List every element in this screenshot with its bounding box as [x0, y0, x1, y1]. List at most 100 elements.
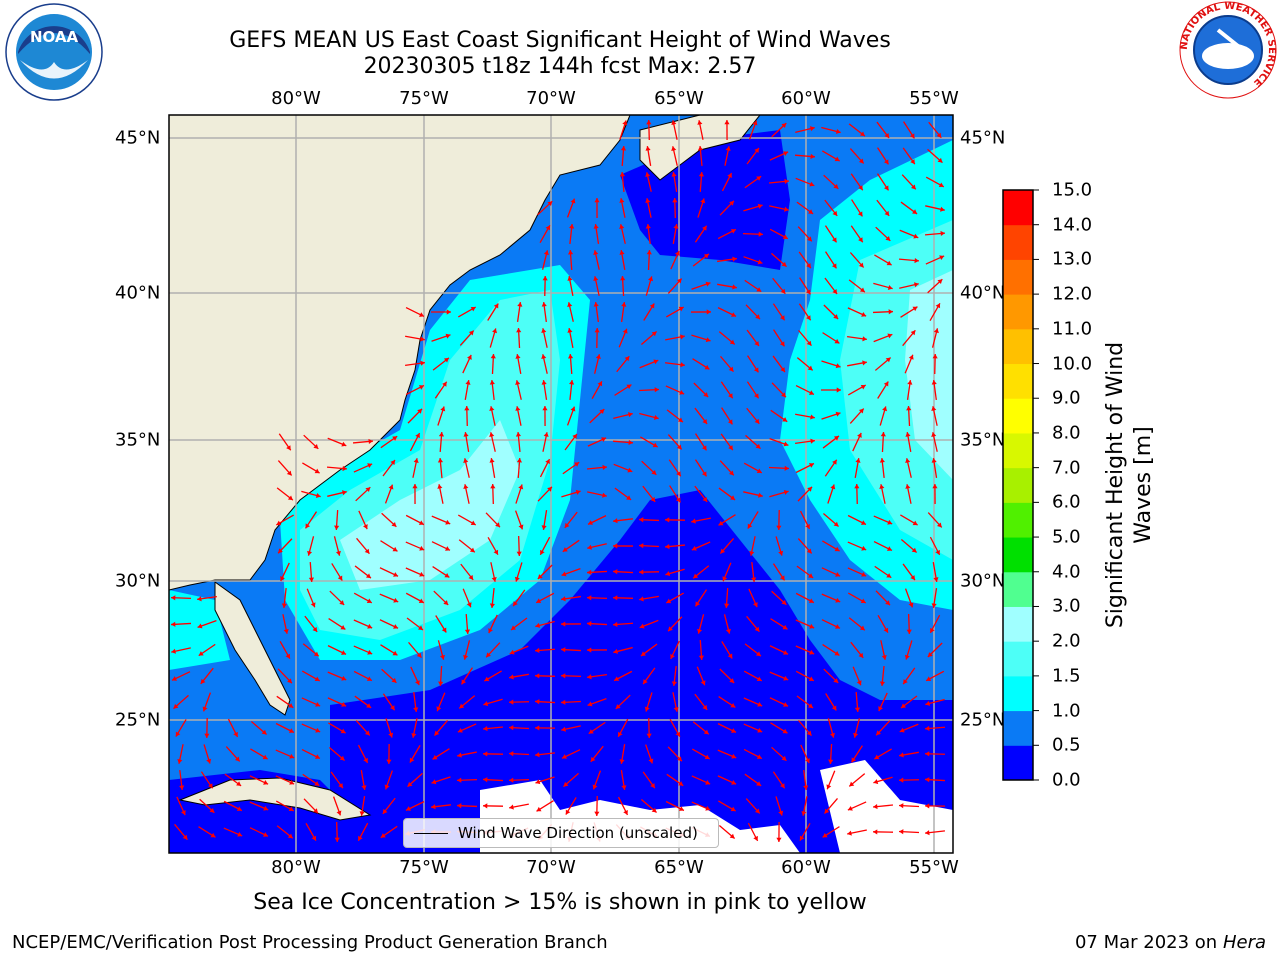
wave-arrow-head — [388, 732, 394, 738]
wave-arrow-head — [887, 519, 893, 525]
wave-arrow-head — [593, 276, 599, 281]
wave-arrow-head — [314, 468, 320, 474]
wave-arrow-head — [509, 674, 514, 680]
wave-arrow-head — [601, 437, 607, 442]
wave-arrow-head — [445, 519, 451, 525]
legend: Wind Wave Direction (unscaled) — [403, 818, 719, 848]
wave-arrow-head — [803, 785, 809, 790]
wave-arrow-head — [175, 731, 181, 737]
wave-arrow-head — [728, 470, 734, 476]
wave-arrow-head — [171, 676, 177, 681]
wave-arrow-head — [361, 785, 367, 790]
colorbar-tick-label: 13.0 — [1052, 248, 1093, 270]
lat-tick-right: 35°N — [960, 429, 1006, 451]
wave-arrow-head — [753, 835, 758, 841]
wave-arrow-head — [311, 835, 317, 841]
wave-arrow-head — [780, 288, 786, 294]
wave-arrow-head — [540, 549, 545, 555]
wave-arrow-head — [438, 432, 445, 437]
wave-arrow-head — [805, 523, 810, 529]
wave-arrow-head — [807, 365, 813, 371]
wave-arrow-head — [368, 438, 373, 445]
wave-arrow-head — [831, 263, 837, 269]
wave-arrow-head — [910, 184, 916, 190]
wave-arrow-head — [639, 569, 644, 575]
wave-arrow-head — [561, 699, 566, 705]
wave-arrow-head — [442, 381, 447, 387]
wave-arrow-head — [511, 625, 516, 631]
wave-arrow-head — [364, 548, 370, 554]
wave-arrow-head — [645, 172, 651, 178]
wave-arrow-head — [208, 783, 213, 789]
wave-arrow-head — [782, 728, 788, 734]
wave-arrow-head — [536, 806, 542, 812]
wave-arrow-head — [702, 496, 708, 502]
wave-arrow-head — [646, 250, 652, 255]
wave-arrow-head — [727, 419, 733, 425]
wave-arrow-head — [626, 495, 632, 500]
wave-arrow-head — [597, 381, 603, 387]
band-high-east — [905, 270, 953, 480]
wave-arrow-head — [363, 524, 368, 530]
wave-arrow-head — [781, 392, 786, 398]
wave-arrow-head — [857, 211, 863, 217]
wave-arrow-head — [535, 752, 540, 758]
wave-arrow-head — [757, 259, 763, 265]
wave-arrow-head — [543, 432, 549, 437]
wave-arrow-head — [878, 706, 883, 712]
wave-arrow-head — [463, 654, 469, 660]
colorbar-tick-label: 14.0 — [1052, 214, 1093, 236]
wave-arrow-head — [340, 728, 346, 734]
wave-arrow-head — [887, 284, 893, 290]
wave-arrow-head — [756, 468, 762, 473]
wave-arrow-head — [806, 548, 812, 554]
wave-arrow-head — [490, 354, 496, 359]
lon-tick-bottom: 80°W — [271, 857, 321, 878]
wave-arrow-head — [730, 495, 736, 500]
wave-arrow-head — [587, 544, 592, 550]
wave-arrow-head — [925, 830, 930, 836]
wave-arrow-head — [873, 779, 879, 785]
wave-arrow-head — [516, 328, 522, 333]
wave-arrow-head — [693, 573, 699, 579]
wave-arrow-head — [517, 302, 523, 307]
wave-arrow-head — [672, 198, 678, 203]
wave-arrow-head — [931, 406, 937, 411]
lon-tick-bottom: 55°W — [909, 857, 959, 878]
wave-arrow-head — [702, 704, 708, 710]
wave-arrow-head — [457, 803, 462, 809]
wave-arrow-head — [509, 725, 514, 731]
wave-arrow-head — [675, 731, 681, 737]
wave-arrow-head — [595, 354, 601, 360]
wave-arrow-head — [419, 571, 425, 577]
wave-arrow-head — [914, 257, 919, 264]
wave-arrow-head — [181, 810, 186, 816]
wave-arrow-head — [753, 367, 759, 373]
wave-arrow-head — [939, 255, 945, 261]
colorbar-tick-label: 15.0 — [1052, 179, 1093, 201]
wave-arrow-head — [209, 807, 215, 813]
wave-arrow-head — [307, 550, 313, 556]
wave-arrow-head — [824, 808, 830, 814]
wave-arrow-head — [911, 547, 917, 553]
wave-arrow-head — [849, 781, 855, 787]
wave-arrow-head — [752, 120, 758, 126]
wave-arrow-head — [366, 598, 372, 603]
wave-arrow-head — [857, 432, 862, 438]
map-subtitle: 20230305 t18z 144h fcst Max: 2.57 — [363, 54, 757, 79]
wave-arrow-head — [613, 621, 618, 627]
wave-arrow-head — [483, 803, 488, 809]
wave-arrow-head — [654, 387, 659, 393]
wave-arrow-head — [315, 701, 321, 707]
wave-arrow-head — [912, 520, 918, 526]
wave-arrow-head — [587, 674, 592, 680]
wave-arrow-head — [289, 753, 295, 759]
wave-arrow-head — [671, 120, 677, 125]
wave-arrow-head — [418, 312, 424, 317]
wave-arrow-head — [728, 393, 733, 399]
wave-arrow-head — [680, 334, 685, 340]
date-line: 07 Mar 2023 on Hera — [1075, 932, 1266, 953]
wave-arrow-head — [732, 284, 737, 290]
wave-arrow-head — [509, 649, 515, 655]
